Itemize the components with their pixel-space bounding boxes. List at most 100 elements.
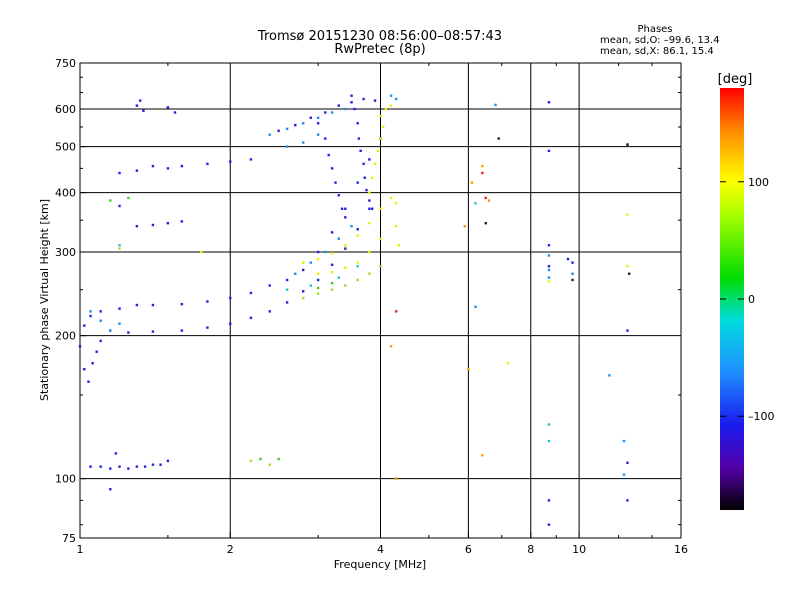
x-axis-label: Frequency [MHz] bbox=[334, 558, 426, 571]
data-point bbox=[316, 286, 320, 290]
data-point bbox=[135, 465, 139, 468]
x-tick-label: 1 bbox=[77, 543, 84, 556]
data-point bbox=[99, 339, 102, 343]
data-point bbox=[135, 303, 139, 307]
data-point bbox=[368, 207, 371, 210]
data-point bbox=[309, 261, 312, 264]
data-point bbox=[316, 133, 320, 136]
data-point bbox=[301, 290, 305, 293]
data-point bbox=[362, 162, 365, 166]
data-point bbox=[316, 272, 320, 275]
data-point bbox=[626, 143, 629, 146]
data-point bbox=[356, 265, 359, 268]
data-point bbox=[127, 467, 130, 470]
data-point bbox=[474, 202, 477, 205]
data-point bbox=[481, 454, 484, 457]
data-point bbox=[379, 137, 382, 140]
data-point bbox=[337, 237, 341, 240]
data-point bbox=[484, 221, 487, 225]
data-point bbox=[135, 104, 139, 107]
data-point bbox=[229, 296, 232, 300]
data-point bbox=[301, 268, 305, 272]
y-tick-label: 200 bbox=[55, 330, 76, 343]
data-point bbox=[309, 284, 312, 287]
data-point bbox=[344, 266, 347, 269]
colorbar-tick-label: 100 bbox=[748, 176, 769, 189]
data-point bbox=[206, 326, 209, 329]
data-point bbox=[356, 122, 359, 125]
data-point bbox=[142, 109, 145, 112]
data-point bbox=[344, 244, 347, 247]
data-point bbox=[547, 149, 551, 153]
data-point bbox=[622, 473, 626, 476]
data-point bbox=[484, 196, 487, 200]
data-point bbox=[91, 362, 94, 365]
data-point bbox=[277, 457, 280, 461]
x-axis-ticks: 1 2 4 6 8 10 16 bbox=[77, 63, 688, 556]
data-point bbox=[487, 199, 491, 202]
data-point bbox=[309, 116, 312, 120]
data-point bbox=[206, 162, 209, 166]
grid-lines bbox=[80, 63, 681, 538]
data-point bbox=[285, 288, 289, 291]
data-point bbox=[330, 111, 334, 114]
data-point bbox=[356, 278, 359, 282]
y-tick-label: 75 bbox=[62, 532, 76, 545]
data-point bbox=[379, 265, 382, 268]
data-points bbox=[78, 94, 631, 526]
data-point bbox=[118, 244, 121, 247]
data-point bbox=[151, 223, 155, 227]
data-point bbox=[95, 350, 98, 353]
data-point bbox=[127, 196, 130, 200]
data-point bbox=[547, 265, 551, 268]
data-point bbox=[337, 276, 341, 279]
data-point bbox=[547, 244, 551, 247]
data-point bbox=[268, 310, 271, 313]
data-point bbox=[481, 164, 484, 168]
y-tick-label: 400 bbox=[55, 187, 76, 200]
data-point bbox=[394, 202, 398, 205]
data-point bbox=[356, 181, 359, 184]
data-point bbox=[389, 196, 393, 200]
data-point bbox=[89, 314, 92, 318]
data-point bbox=[166, 221, 170, 225]
y-tick-label: 100 bbox=[55, 473, 76, 486]
data-point bbox=[368, 250, 371, 254]
data-point bbox=[249, 158, 253, 161]
data-point bbox=[467, 367, 470, 371]
data-point bbox=[180, 164, 184, 168]
data-point bbox=[229, 322, 232, 325]
data-point bbox=[363, 176, 366, 179]
data-point bbox=[118, 307, 121, 310]
data-point bbox=[350, 225, 353, 228]
data-point bbox=[259, 457, 262, 461]
data-point bbox=[571, 272, 574, 275]
data-point bbox=[368, 158, 371, 161]
data-point bbox=[356, 228, 359, 231]
data-point bbox=[135, 225, 139, 228]
data-point bbox=[301, 296, 305, 300]
y-tick-label: 750 bbox=[55, 57, 76, 70]
x-tick-label: 6 bbox=[465, 543, 472, 556]
data-point bbox=[379, 114, 382, 118]
y-tick-label: 600 bbox=[55, 103, 76, 116]
data-point bbox=[268, 284, 271, 287]
data-point bbox=[362, 97, 365, 101]
data-point bbox=[268, 463, 271, 466]
chart-title: Tromsø 20151230 08:56:00–08:57:43 bbox=[257, 29, 502, 44]
data-point bbox=[394, 225, 398, 228]
data-point bbox=[78, 345, 82, 348]
data-point bbox=[285, 127, 289, 131]
data-point bbox=[547, 254, 551, 257]
data-point bbox=[330, 231, 334, 234]
data-point bbox=[571, 261, 574, 264]
colorbar-ticks: 100 0 –100 bbox=[720, 176, 775, 423]
y-tick-label: 500 bbox=[55, 141, 76, 154]
data-point bbox=[249, 316, 253, 320]
data-point bbox=[138, 99, 142, 102]
data-point bbox=[118, 322, 121, 325]
data-point bbox=[166, 167, 170, 170]
data-point bbox=[394, 310, 398, 313]
data-point bbox=[324, 111, 327, 114]
data-point bbox=[344, 107, 347, 111]
